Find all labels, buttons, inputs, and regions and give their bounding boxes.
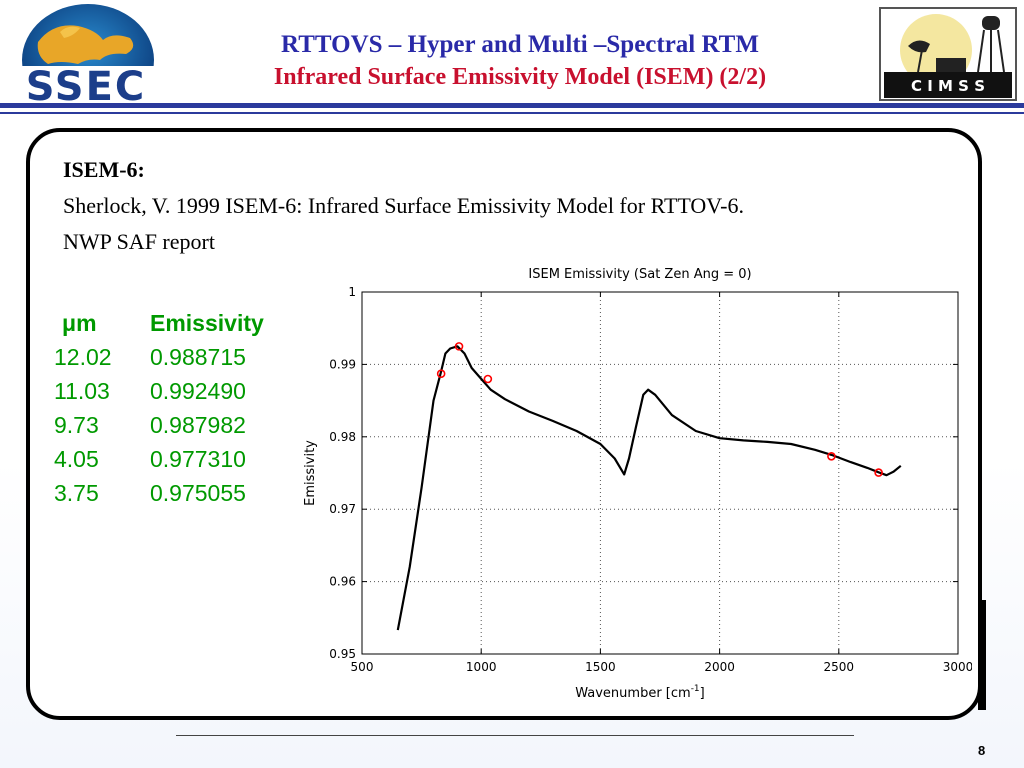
table-row: 12.02 0.988715 <box>54 340 264 374</box>
ssec-logo: SSEC <box>8 4 164 106</box>
table-header-row: μm Emissivity <box>54 306 264 340</box>
table-cell-um: 3.75 <box>54 480 99 506</box>
table-cell-um: 4.05 <box>54 446 99 472</box>
table-row: 4.05 0.977310 <box>54 442 264 476</box>
footer-rule <box>176 735 854 736</box>
emissivity-point <box>874 468 883 477</box>
emissivity-chart: 500 1000 1500 2000 2500 3000 0.95 0.96 0.97 0.98 0… <box>303 267 972 701</box>
table-cell-um: 11.03 <box>54 378 110 404</box>
reference-block: ISEM-6: Sherlock, V. 1999 ISEM-6: Infrar… <box>63 152 963 260</box>
table-cell-emissivity: 0.987982 <box>150 412 246 438</box>
page-number: 8 <box>978 743 986 758</box>
cimss-logo-text: C I M S S <box>911 77 985 95</box>
y-tick-label: 0.96 <box>329 575 356 589</box>
header-rule-thick <box>0 103 1024 108</box>
emissivity-point <box>436 369 446 379</box>
x-tick-label: 2000 <box>704 660 735 674</box>
plot-area <box>362 292 958 654</box>
y-tick-label: 0.95 <box>329 647 356 661</box>
x-tick-label: 2500 <box>824 660 855 674</box>
title-line-1: RTTOVS – Hyper and Multi –Spectral RTM <box>281 31 759 58</box>
y-tick-label: 1 <box>348 285 356 299</box>
x-tick-label: 1500 <box>585 660 616 674</box>
table-cell-emissivity: 0.988715 <box>150 344 246 370</box>
reference-line-2: NWP SAF report <box>63 229 215 254</box>
table-cell-emissivity: 0.977310 <box>150 446 246 472</box>
emissivity-table: μm Emissivity 12.02 0.988715 11.03 0.992490… <box>54 306 264 510</box>
table-cell-emissivity: 0.975055 <box>150 480 246 506</box>
title-line-2: Infrared Surface Emissivity Model (ISEM)… <box>273 64 767 90</box>
axes-box <box>361 291 959 655</box>
reference-line-1: Sherlock, V. 1999 ISEM-6: Infrared Surfa… <box>63 193 745 218</box>
x-axis-label: Wavenumber [cm-1] <box>575 684 705 701</box>
x-tick-label: 1000 <box>466 660 497 674</box>
table-row: 11.03 0.992490 <box>54 374 264 408</box>
emissivity-point <box>454 342 464 351</box>
y-tick-label: 0.99 <box>329 357 356 371</box>
y-tick-label: 0.98 <box>329 430 356 444</box>
y-axis-label: Emissivity <box>303 440 318 506</box>
table-cell-emissivity: 0.992490 <box>150 378 246 404</box>
reference-heading: ISEM-6: <box>63 157 145 182</box>
header-rule-thin <box>0 112 1024 114</box>
slide-title: RTTOVS – Hyper and Multi –Spectral RTM I… <box>170 28 870 94</box>
table-cell-um: 12.02 <box>54 344 112 370</box>
y-tick-label: 0.97 <box>329 502 356 516</box>
ssec-logo-text: SSEC <box>26 64 147 106</box>
chart-title: ISEM Emissivity (Sat Zen Ang = 0) <box>528 267 751 282</box>
table-row: 9.73 0.987982 <box>54 408 264 442</box>
table-row: 3.75 0.975055 <box>54 476 264 510</box>
x-tick-label: 3000 <box>943 660 972 674</box>
frame-shadow <box>978 600 986 710</box>
table-cell-um: 9.73 <box>54 412 99 438</box>
emissivity-point <box>827 451 836 461</box>
table-header-emissivity: Emissivity <box>150 310 264 336</box>
table-header-um: μm <box>62 310 97 336</box>
x-tick-label: 500 <box>351 660 374 674</box>
cimss-logo: C I M S S <box>879 7 1017 101</box>
emissivity-point <box>483 374 493 384</box>
